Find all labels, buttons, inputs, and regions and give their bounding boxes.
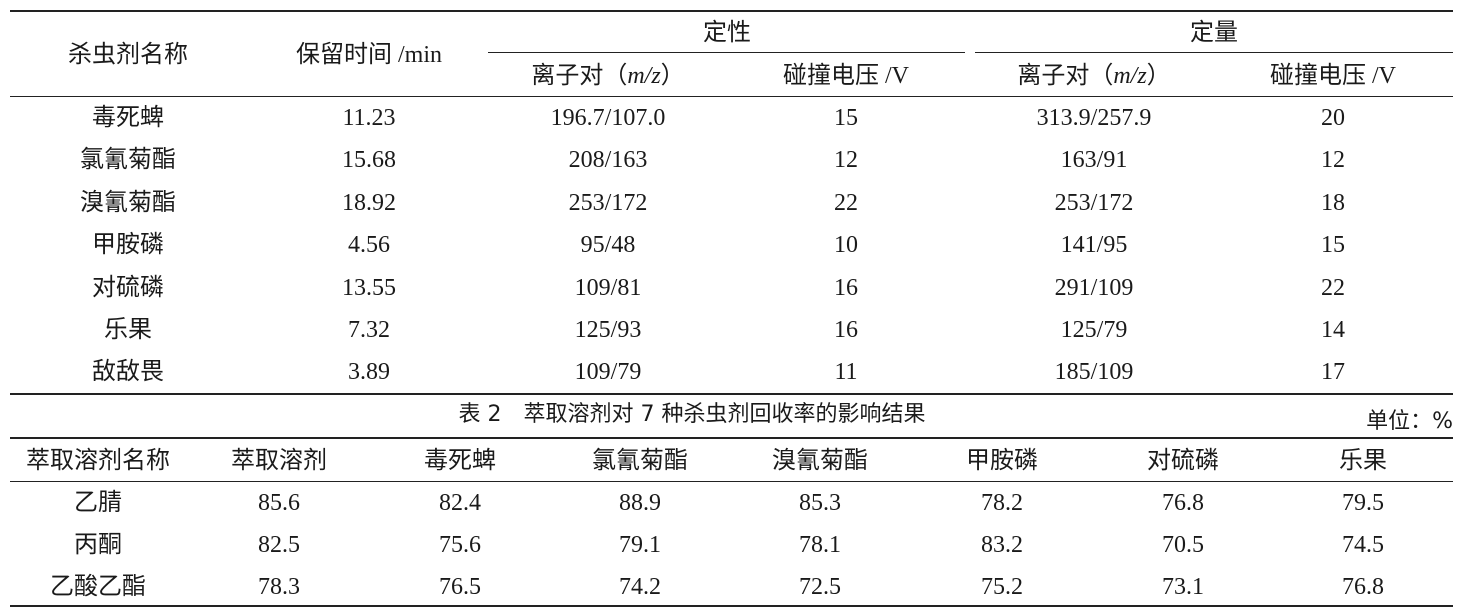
cell-parathion: 73.1 [1162, 574, 1204, 600]
ion-pair-suffix: ） [660, 63, 685, 89]
header-qual-collision-voltage: 碰撞电压 /V [783, 63, 909, 89]
cell-solvent: 78.3 [258, 574, 300, 600]
cell-quant-ion-pair: 291/109 [1054, 275, 1134, 301]
cell-chlorpyrifos: 76.5 [439, 574, 481, 600]
cell-solvent-name: 丙酮 [74, 532, 122, 558]
cell-retention-time: 3.89 [348, 359, 390, 385]
cell-methamidophos: 78.2 [981, 490, 1023, 516]
header-pesticide-name: 杀虫剂名称 [68, 42, 188, 68]
table1-bottom-rule [10, 393, 1453, 395]
cell-quant-collision-voltage: 17 [1321, 359, 1345, 385]
cell-quant-collision-voltage: 14 [1321, 317, 1345, 343]
cell-qual-collision-voltage: 15 [834, 105, 858, 131]
cell-qual-collision-voltage: 10 [834, 232, 858, 258]
cell-solvent: 85.6 [258, 490, 300, 516]
header-deltamethrin: 溴氰菊酯 [772, 448, 868, 474]
cell-cypermethrin: 88.9 [619, 490, 661, 516]
cell-chlorpyrifos: 75.6 [439, 532, 481, 558]
ion-pair-unit: m/z [627, 63, 661, 89]
cell-parathion: 70.5 [1162, 532, 1204, 558]
cell-qual-ion-pair: 253/172 [568, 190, 648, 216]
cell-pesticide-name: 对硫磷 [92, 275, 164, 301]
cell-retention-time: 18.92 [342, 190, 396, 216]
header-cypermethrin: 氯氰菊酯 [592, 448, 688, 474]
header-solvent-name: 萃取溶剂名称 [26, 448, 170, 474]
cell-pesticide-name: 乐果 [104, 317, 152, 343]
cell-qual-collision-voltage: 22 [834, 190, 858, 216]
cell-solvent-name: 乙腈 [74, 490, 122, 516]
header-parathion: 对硫磷 [1147, 448, 1219, 474]
header-solvent: 萃取溶剂 [231, 448, 327, 474]
cell-deltamethrin: 72.5 [799, 574, 841, 600]
cell-quant-collision-voltage: 20 [1321, 105, 1345, 131]
cell-cypermethrin: 79.1 [619, 532, 661, 558]
table2-header-rule [10, 481, 1453, 482]
cell-retention-time: 11.23 [342, 105, 396, 131]
cell-quant-ion-pair: 163/91 [1060, 147, 1128, 173]
cell-pesticide-name: 氯氰菊酯 [80, 147, 176, 173]
cell-qual-ion-pair: 109/79 [574, 359, 642, 385]
cell-deltamethrin: 78.1 [799, 532, 841, 558]
cell-methamidophos: 75.2 [981, 574, 1023, 600]
table2-unit: 单位：% [1366, 409, 1453, 434]
cell-qual-ion-pair: 208/163 [568, 147, 648, 173]
cell-parathion: 76.8 [1162, 490, 1204, 516]
cell-methamidophos: 83.2 [981, 532, 1023, 558]
ion-pair-prefix: 离子对（ [531, 63, 628, 89]
cell-dimethoate: 79.5 [1342, 490, 1384, 516]
cell-cypermethrin: 74.2 [619, 574, 661, 600]
cell-qual-collision-voltage: 16 [834, 275, 858, 301]
header-quant-collision-voltage: 碰撞电压 /V [1270, 63, 1396, 89]
table1-header-rule [10, 96, 1453, 97]
cell-retention-time: 7.32 [348, 317, 390, 343]
cell-qual-ion-pair: 196.7/107.0 [550, 105, 666, 131]
cell-quant-collision-voltage: 18 [1321, 190, 1345, 216]
cell-pesticide-name: 敌敌畏 [92, 359, 164, 385]
table2-bottom-rule [10, 605, 1453, 607]
header-quant-ion-pair: 离子对（m/z） [1017, 62, 1170, 90]
cell-quant-ion-pair: 125/79 [1060, 317, 1128, 343]
cell-dimethoate: 74.5 [1342, 532, 1384, 558]
table1-top-rule [10, 10, 1453, 12]
cell-retention-time: 13.55 [342, 275, 396, 301]
table1-quant-rule [975, 52, 1453, 53]
cell-deltamethrin: 85.3 [799, 490, 841, 516]
ion-pair-unit: m/z [1113, 63, 1147, 89]
cell-quant-ion-pair: 185/109 [1054, 359, 1134, 385]
header-quantitative: 定量 [1190, 20, 1238, 46]
cell-quant-collision-voltage: 22 [1321, 275, 1345, 301]
cell-quant-ion-pair: 141/95 [1060, 232, 1128, 258]
cell-qual-collision-voltage: 12 [834, 147, 858, 173]
cell-chlorpyrifos: 82.4 [439, 490, 481, 516]
cell-solvent-name: 乙酸乙酯 [50, 574, 146, 600]
header-chlorpyrifos: 毒死蜱 [424, 448, 496, 474]
cell-qual-ion-pair: 109/81 [574, 275, 642, 301]
cell-pesticide-name: 毒死蜱 [92, 105, 164, 131]
cell-pesticide-name: 溴氰菊酯 [80, 190, 176, 216]
table2-top-rule [10, 437, 1453, 439]
cell-qual-ion-pair: 95/48 [580, 232, 636, 258]
cell-solvent: 82.5 [258, 532, 300, 558]
cell-retention-time: 15.68 [342, 147, 396, 173]
cell-qual-ion-pair: 125/93 [574, 317, 642, 343]
table1-qual-rule [488, 52, 965, 53]
ion-pair-suffix: ） [1146, 63, 1171, 89]
cell-qual-collision-voltage: 11 [834, 359, 858, 385]
cell-quant-collision-voltage: 15 [1321, 232, 1345, 258]
table2-caption: 表 2 萃取溶剂对 7 种杀虫剂回收率的影响结果 [458, 402, 926, 427]
header-retention-time: 保留时间 /min [295, 42, 443, 68]
ion-pair-prefix: 离子对（ [1017, 63, 1114, 89]
cell-qual-collision-voltage: 16 [834, 317, 858, 343]
cell-quant-collision-voltage: 12 [1321, 147, 1345, 173]
cell-dimethoate: 76.8 [1342, 574, 1384, 600]
cell-retention-time: 4.56 [348, 232, 390, 258]
header-qual-ion-pair: 离子对（m/z） [531, 62, 684, 90]
header-methamidophos: 甲胺磷 [966, 448, 1038, 474]
cell-quant-ion-pair: 253/172 [1054, 190, 1134, 216]
header-dimethoate: 乐果 [1339, 448, 1387, 474]
cell-pesticide-name: 甲胺磷 [92, 232, 164, 258]
cell-quant-ion-pair: 313.9/257.9 [1036, 105, 1152, 131]
header-qualitative: 定性 [703, 20, 751, 46]
